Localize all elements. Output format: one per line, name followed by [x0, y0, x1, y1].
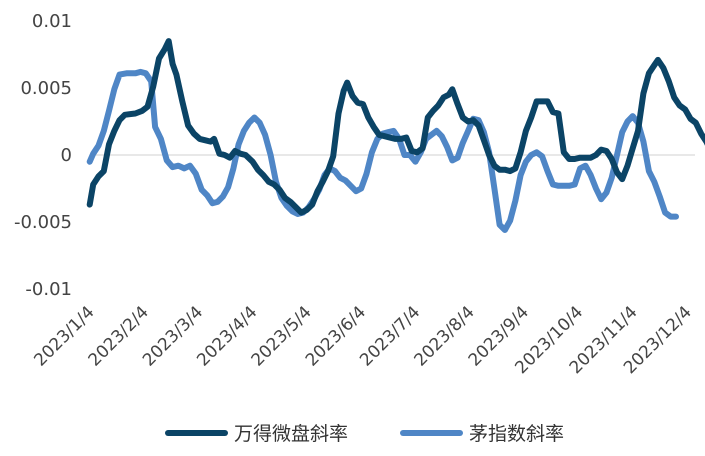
series-line-2 — [86, 68, 679, 233]
y-tick-label: 0.005 — [20, 78, 72, 99]
legend: 万得微盘斜率 茅指数斜率 — [165, 423, 564, 445]
x-axis-tick-labels: 2023/1/42023/2/42023/3/42023/4/42023/5/4… — [30, 302, 695, 378]
legend-item-series-1: 万得微盘斜率 — [165, 423, 348, 445]
y-axis-tick-labels: 0.01 0.005 0 -0.005 -0.01 — [14, 11, 72, 300]
y-tick-label: 0 — [61, 145, 72, 166]
legend-label-series-1: 万得微盘斜率 — [234, 423, 348, 445]
series-line-1 — [86, 38, 705, 216]
y-tick-label: 0.01 — [32, 11, 72, 32]
legend-label-series-2: 茅指数斜率 — [469, 423, 564, 445]
y-tick-label: -0.01 — [25, 279, 72, 300]
y-tick-label: -0.005 — [14, 212, 72, 233]
legend-item-series-2: 茅指数斜率 — [400, 423, 564, 445]
series-lines — [86, 38, 705, 233]
